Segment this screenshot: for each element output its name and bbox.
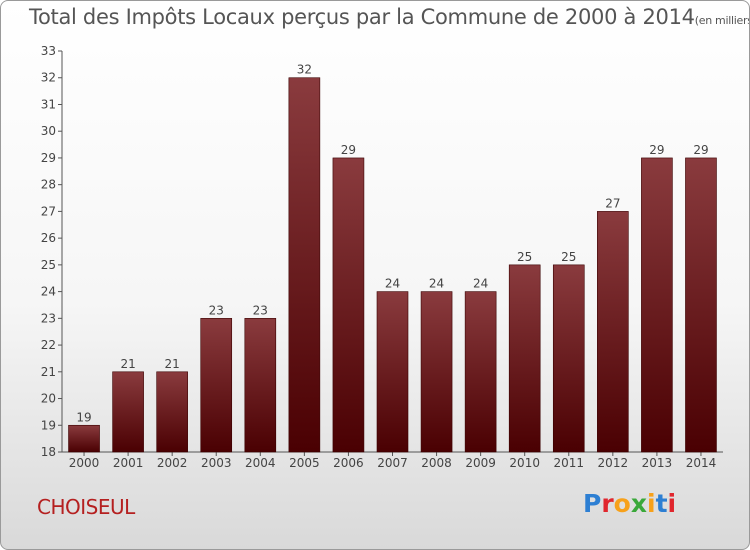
x-tick-label: 2013: [642, 456, 673, 470]
y-tick-label: 23: [41, 311, 56, 325]
logo-letter: x: [630, 489, 647, 518]
data-labels: 19 21 21 23 23 32 29 24 24 24 25 25 27 29 29: [76, 63, 708, 425]
x-tick-label: 2008: [421, 456, 452, 470]
data-label-2002: 21: [165, 357, 180, 371]
x-tick-label: 2000: [69, 456, 100, 470]
y-tick-label: 27: [41, 204, 56, 218]
y-tick-label: 24: [41, 285, 56, 299]
bar-2011[interactable]: [552, 264, 585, 453]
bar-2004[interactable]: [244, 318, 277, 453]
x-tick-label: 2014: [686, 456, 717, 470]
y-tick-label: 26: [41, 231, 56, 245]
logo-letter: t: [655, 489, 668, 518]
data-label-2014: 29: [693, 143, 708, 157]
x-tick-label: 2006: [333, 456, 364, 470]
x-tick-label: 2009: [465, 456, 496, 470]
data-label-2001: 21: [120, 357, 135, 371]
y-tick-label: 31: [41, 97, 56, 111]
bar-2005[interactable]: [288, 77, 321, 453]
logo-letter: i: [667, 489, 677, 518]
bar-2014[interactable]: [685, 157, 717, 453]
y-tick-label: 33: [41, 44, 56, 58]
y-tick-label: 29: [41, 151, 56, 165]
logo-letter: i: [647, 489, 656, 518]
y-tick-label: 20: [41, 392, 56, 406]
y-tick-label: 19: [41, 418, 56, 432]
bar-2013[interactable]: [641, 157, 673, 453]
bar-2010[interactable]: [508, 264, 541, 453]
bar-2006[interactable]: [332, 157, 365, 453]
bar-2003[interactable]: [200, 318, 233, 453]
x-tick-label: 2003: [201, 456, 232, 470]
data-label-2013: 29: [649, 143, 664, 157]
x-tick-label: 2007: [377, 456, 408, 470]
x-tick-label: 2005: [289, 456, 320, 470]
commune-name: CHOISEUL: [37, 495, 135, 519]
y-tick-label: 22: [41, 338, 56, 352]
chart-title-text: Total des Impôts Locaux perçus par la Co…: [29, 5, 695, 29]
x-tick-label: 2004: [245, 456, 276, 470]
logo-letter: r: [601, 489, 614, 518]
bars: [68, 77, 717, 453]
data-label-2008: 24: [429, 277, 444, 291]
x-tick-label: 2012: [598, 456, 629, 470]
data-label-2011: 25: [561, 250, 576, 264]
x-tick-label: 2011: [553, 456, 584, 470]
data-label-2005: 32: [297, 63, 312, 77]
data-label-2000: 19: [76, 410, 91, 424]
x-tick-label: 2010: [509, 456, 540, 470]
x-tick-label: 2001: [113, 456, 144, 470]
chart-unit: (en milliers d'€): [694, 14, 750, 27]
bar-2000[interactable]: [68, 424, 100, 453]
bar-2009[interactable]: [464, 291, 497, 453]
chart-title: Total des Impôts Locaux perçus par la Co…: [29, 5, 750, 29]
bar-2007[interactable]: [376, 291, 409, 453]
bar-2001[interactable]: [112, 371, 144, 453]
data-label-2009: 24: [473, 277, 488, 291]
data-label-2006: 29: [341, 143, 356, 157]
data-label-2010: 25: [517, 250, 532, 264]
logo-letter: P: [583, 489, 602, 518]
y-tick-label: 25: [41, 258, 56, 272]
data-label-2004: 23: [253, 303, 268, 317]
logo-letter: o: [613, 489, 631, 518]
y-tick-label: 28: [41, 178, 56, 192]
bar-2012[interactable]: [597, 211, 629, 453]
axes: 18 19 20 21 22 23 24 25 26 27 28 29 30 31 32 33 2000 2001…: [41, 44, 723, 470]
data-label-2003: 23: [209, 303, 224, 317]
proxiti-logo[interactable]: Proxiti: [583, 489, 676, 518]
y-tick-label: 30: [41, 124, 56, 138]
bar-2008[interactable]: [420, 291, 453, 453]
y-tick-label: 32: [41, 71, 56, 85]
bar-2002[interactable]: [156, 371, 188, 453]
data-label-2007: 24: [385, 277, 400, 291]
y-tick-label: 18: [41, 445, 56, 459]
x-tick-label: 2002: [157, 456, 188, 470]
y-tick-label: 21: [41, 365, 56, 379]
data-label-2012: 27: [605, 196, 620, 210]
